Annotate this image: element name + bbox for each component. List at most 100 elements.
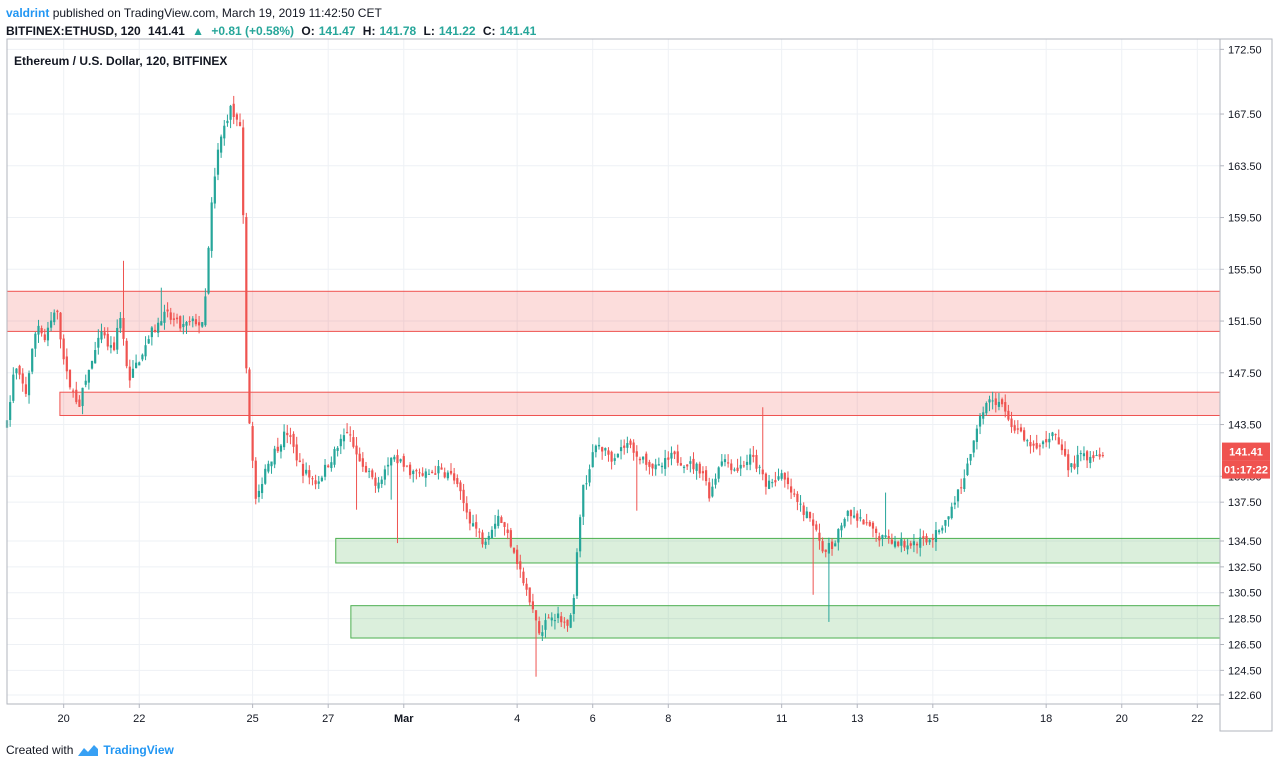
candle-body — [245, 217, 248, 369]
candle-body — [254, 460, 257, 499]
candle-body — [771, 482, 774, 484]
candle-body — [1067, 454, 1070, 471]
candle-body — [1054, 434, 1057, 436]
x-tick-label: 15 — [927, 713, 939, 725]
candle-body — [283, 431, 286, 448]
author-link[interactable]: valdrint — [6, 6, 50, 20]
candle-body — [1000, 399, 1004, 405]
candle-body — [538, 621, 541, 634]
candle-body — [119, 318, 122, 329]
candle-body — [49, 320, 53, 328]
last-price-label: 141.41 — [1229, 447, 1263, 459]
candle-body — [758, 466, 761, 468]
candle-body — [194, 319, 198, 325]
candle-body — [279, 445, 283, 452]
candle-body — [1019, 427, 1023, 432]
last-price-tag — [1222, 442, 1270, 461]
candle-body — [301, 463, 305, 476]
support-zone — [350, 605, 1221, 639]
candle-body — [953, 502, 956, 505]
candle-body — [755, 455, 758, 469]
candle-body — [150, 327, 153, 338]
candle-body — [717, 467, 720, 479]
candle-body — [166, 309, 169, 312]
candle-body — [704, 470, 708, 482]
candle-body — [893, 541, 897, 547]
candle-body — [906, 545, 909, 550]
candle-body — [147, 339, 150, 344]
candle-body — [607, 450, 610, 455]
candle-body — [125, 340, 128, 367]
candle-body — [323, 464, 327, 477]
candle-body — [131, 368, 135, 378]
candle-body — [978, 416, 982, 427]
candle-body — [440, 467, 443, 470]
candle-body — [808, 511, 812, 519]
candle-body — [175, 317, 179, 320]
candle-body — [431, 471, 434, 473]
price-axis[interactable]: 172.50 167.50 163.50 159.50 155.50 151.50 147.… — [1220, 44, 1270, 702]
candle-body — [204, 296, 207, 326]
candle-body — [1057, 437, 1060, 445]
candle-body — [182, 323, 185, 328]
candle-body — [1010, 418, 1013, 428]
candle-body — [525, 583, 528, 590]
candle-body — [122, 317, 125, 339]
candle-body — [641, 456, 645, 460]
candle-body — [799, 503, 802, 505]
candle-body — [1063, 448, 1067, 456]
candle-body — [862, 519, 865, 525]
candle-body — [412, 470, 415, 475]
candle-body — [1086, 451, 1089, 461]
y-tick-label: 132.50 — [1228, 562, 1262, 574]
candle-body — [374, 477, 377, 486]
candle-body — [843, 518, 846, 527]
candle-body — [286, 432, 289, 436]
candle-body — [982, 412, 985, 419]
candle-body — [689, 461, 692, 464]
candle-body — [997, 401, 1001, 407]
candle-body — [424, 471, 427, 478]
candle-body — [881, 535, 884, 540]
candle-body — [547, 617, 550, 619]
candle-body — [1007, 410, 1010, 420]
candle-body — [733, 469, 736, 471]
candle-body — [18, 365, 21, 375]
candle-body — [12, 374, 15, 401]
zones — [6, 290, 1221, 639]
candle-body — [730, 463, 733, 471]
candle-body — [698, 463, 701, 474]
candle-body — [78, 399, 81, 407]
ohlc-line: BITFINEX:ETHUSD, 120 141.41 ▲ +0.81 (+0.… — [6, 22, 540, 40]
candle-body — [311, 478, 314, 480]
candle-body — [575, 552, 579, 596]
candle-body — [292, 433, 295, 447]
candle-body — [934, 530, 938, 543]
candle-body — [783, 472, 786, 480]
chart-title: Ethereum / U.S. Dollar, 120, BITFINEX — [14, 54, 227, 68]
open-value: 141.47 — [318, 24, 356, 38]
candle-body — [210, 202, 213, 251]
candle-body — [21, 373, 24, 384]
candle-body — [493, 523, 497, 529]
candle-body — [1035, 442, 1038, 449]
candle-body — [988, 399, 991, 403]
candle-body — [635, 451, 638, 457]
candle-body — [141, 354, 144, 360]
candle-body — [314, 480, 317, 485]
created-with-text: Created with — [6, 743, 74, 757]
resistance-zone — [6, 290, 1221, 332]
candle-body — [994, 398, 997, 405]
candle-body — [830, 541, 834, 550]
tradingview-brand[interactable]: TradingView — [103, 743, 174, 757]
candle-body — [248, 369, 251, 424]
candle-body — [875, 528, 878, 534]
y-tick-label: 167.50 — [1228, 109, 1262, 121]
candle-body — [1051, 432, 1054, 437]
time-axis[interactable]: 20 22 25 27 Mar 4 6 8 11 13 15 18 20 22 — [58, 704, 1204, 725]
candle-body — [919, 537, 922, 548]
candle-body — [179, 316, 182, 329]
candle-body — [774, 480, 777, 483]
candle-body — [569, 615, 572, 628]
